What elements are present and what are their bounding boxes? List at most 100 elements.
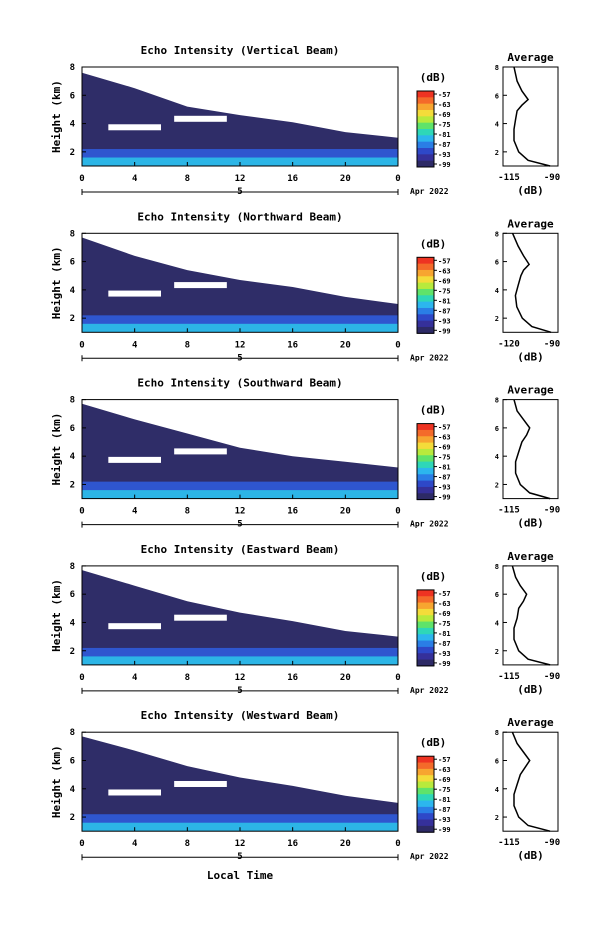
colorbar-swatch <box>417 442 434 450</box>
heatmap-cloud <box>82 570 398 665</box>
date-sub-label: 5 <box>237 187 242 197</box>
heatmap-layer <box>82 403 398 499</box>
x-tick-label: 12 <box>235 174 246 184</box>
colorbar-frame <box>416 589 435 667</box>
x-tick-label: 0 <box>79 174 84 184</box>
colorbar-tick-label: -99 <box>438 494 451 502</box>
average-frame <box>502 565 559 666</box>
y-tick-label: 2 <box>70 647 75 657</box>
average-frame <box>502 399 559 500</box>
colorbar-tick-label: -93 <box>438 317 451 325</box>
average-x-tick-label: -115 <box>498 173 520 183</box>
y-tick-label: 8 <box>70 562 75 572</box>
y-tick-label: 6 <box>70 590 75 600</box>
x-tick-label: 8 <box>185 340 190 350</box>
colorbar-tick-label: -87 <box>438 307 451 315</box>
colorbar-tick-label: -63 <box>438 434 451 442</box>
heatmap-gap <box>174 614 227 621</box>
colorbar-swatch <box>417 621 434 629</box>
colorbar-swatch <box>417 794 434 802</box>
colorbar-tick-label: -69 <box>438 277 451 285</box>
y-tick-label: 8 <box>70 229 75 239</box>
colorbar-unit: (dB) <box>420 71 447 84</box>
heatmap-surface-band <box>82 656 398 665</box>
x-tick-label: 20 <box>340 174 351 184</box>
average-profile-line <box>511 233 552 334</box>
x-tick-label: 8 <box>185 839 190 849</box>
colorbar-tick-label: -63 <box>438 766 451 774</box>
colorbar-swatch <box>417 455 434 463</box>
x-tick-label: 12 <box>235 673 246 683</box>
colorbar-swatch <box>417 307 434 315</box>
colorbar-swatch <box>417 97 434 105</box>
average-x-tick-label: -120 <box>498 339 520 349</box>
date-sub-label: 5 <box>237 852 242 862</box>
colorbar-tick-label: -75 <box>438 454 451 462</box>
y-tick-label: 2 <box>70 148 75 158</box>
colorbar-tick-label: -57 <box>438 590 451 598</box>
colorbar-swatch <box>417 602 434 610</box>
colorbar-swatch <box>417 448 434 456</box>
colorbar-swatch <box>417 787 434 795</box>
colorbar-tick-label: -93 <box>438 816 451 824</box>
heatmap-gap <box>108 124 161 131</box>
y-tick-label: 4 <box>70 785 76 795</box>
average-x-axis-title: (dB) <box>517 184 544 197</box>
average-title: Average <box>507 217 554 230</box>
y-tick-label: 4 <box>70 286 76 296</box>
colorbar-tick-label: -75 <box>438 786 451 794</box>
colorbar-swatch <box>417 653 434 661</box>
colorbar-tick-label: -69 <box>438 776 451 784</box>
colorbar-swatch <box>417 436 434 444</box>
colorbar-swatch <box>417 819 434 827</box>
heatmap-surface-band <box>82 323 398 333</box>
average-x-tick-label: -115 <box>498 506 520 516</box>
colorbar-tick-label: -75 <box>438 620 451 628</box>
average-x-axis-title: (dB) <box>517 350 544 363</box>
colorbar-swatch <box>417 282 434 290</box>
colorbar-swatch <box>417 640 434 648</box>
y-tick-label: 6 <box>70 258 75 268</box>
heatmap-layer <box>82 570 398 665</box>
colorbar-swatch <box>417 154 434 162</box>
colorbar-tick-label: -81 <box>438 131 451 139</box>
y-axis-title: Height (km) <box>50 80 63 153</box>
colorbar-swatch <box>417 634 434 642</box>
average-x-axis-title: (dB) <box>517 849 544 862</box>
x-tick-label: 4 <box>132 340 138 350</box>
average-y-tick-label: 4 <box>495 453 499 461</box>
colorbar-tick-label: -99 <box>438 826 451 834</box>
colorbar-swatch <box>417 295 434 303</box>
y-tick-label: 2 <box>70 480 75 490</box>
panel-title: Echo Intensity (Vertical Beam) <box>141 44 340 57</box>
average-title: Average <box>507 51 554 64</box>
colorbar-swatch <box>417 615 434 623</box>
heatmap-layer <box>82 237 398 333</box>
y-tick-label: 4 <box>70 120 76 130</box>
y-tick-label: 6 <box>70 424 75 434</box>
x-tick-label: 0 <box>79 839 84 849</box>
colorbar-swatch <box>417 806 434 814</box>
colorbar-swatch <box>417 263 434 271</box>
colorbar-unit: (dB) <box>420 570 447 583</box>
x-tick-label: 20 <box>340 839 351 849</box>
heatmap-gap <box>240 603 293 610</box>
x-tick-label: 0 <box>395 340 400 350</box>
colorbar-swatch <box>417 467 434 475</box>
colorbar-frame <box>416 90 435 168</box>
date-label: Apr 2022 <box>410 520 449 529</box>
x-tick-label: 12 <box>235 507 246 517</box>
colorbar-swatch <box>417 608 434 616</box>
heatmap-gap <box>240 437 293 444</box>
average-y-tick-label: 8 <box>495 230 499 238</box>
x-tick-label: 20 <box>340 507 351 517</box>
average-y-tick-label: 2 <box>495 814 499 822</box>
colorbar-tick-label: -57 <box>438 91 451 99</box>
x-tick-label: 0 <box>79 340 84 350</box>
colorbar-tick-label: -81 <box>438 297 451 305</box>
y-tick-label: 8 <box>70 396 75 406</box>
heatmap-cloud <box>82 72 398 166</box>
heatmap-gap <box>174 448 227 455</box>
average-x-tick-label: -90 <box>544 173 560 183</box>
y-tick-label: 6 <box>70 91 75 101</box>
